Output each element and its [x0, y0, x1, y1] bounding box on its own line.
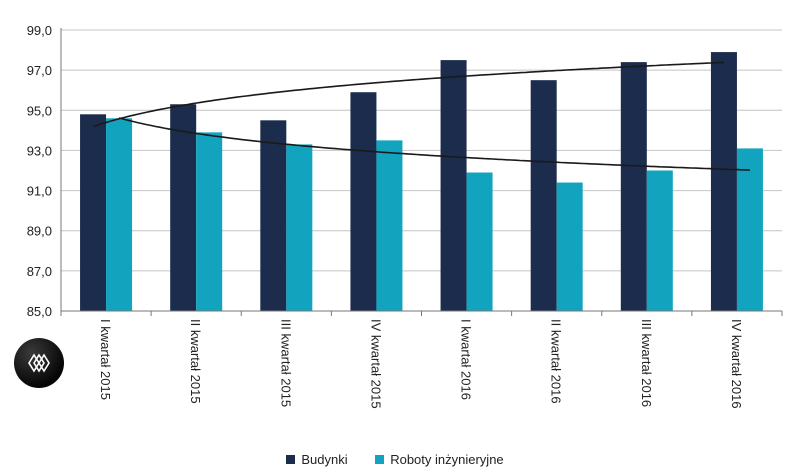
bar-roboty [736, 148, 763, 311]
bars [80, 52, 763, 311]
legend-item-roboty: Roboty inżynieryjne [375, 452, 504, 467]
legend-label-roboty: Roboty inżynieryjne [390, 452, 504, 467]
bar-roboty [106, 118, 133, 311]
legend: Budynki Roboty inżynieryjne [0, 452, 790, 467]
y-tick-label: 89,0 [27, 224, 52, 239]
bar-budynki [80, 114, 107, 311]
x-category-label: II kwartał 2015 [188, 319, 203, 404]
bar-budynki [350, 92, 377, 311]
bar-roboty [286, 144, 313, 311]
bar-roboty [376, 140, 403, 311]
grid-lines [61, 29, 782, 312]
y-tick-label: 91,0 [27, 184, 52, 199]
x-category-label: III kwartał 2016 [639, 319, 654, 407]
x-category-label: I kwartał 2015 [98, 319, 113, 400]
legend-label-budynki: Budynki [301, 452, 348, 467]
x-category-label: III kwartał 2015 [278, 319, 293, 407]
x-axis-categories: I kwartał 2015 II kwartał 2015 III kwartał… [98, 319, 744, 409]
bar-budynki [530, 80, 557, 311]
y-tick-label: 85,0 [27, 304, 52, 319]
logo-icon [14, 338, 64, 388]
bar-budynki [170, 104, 197, 311]
trendline-roboty [118, 117, 750, 171]
bar-roboty [466, 172, 493, 311]
legend-swatch-roboty [375, 455, 385, 464]
y-tick-label: 95,0 [27, 103, 52, 118]
y-tick-label: 99,0 [27, 23, 52, 38]
legend-item-budynki: Budynki [286, 452, 348, 467]
x-category-label: I kwartał 2016 [459, 319, 474, 400]
y-tick-label: 97,0 [27, 63, 52, 78]
bar-roboty [196, 132, 223, 311]
bar-budynki [440, 60, 467, 311]
legend-swatch-budynki [286, 455, 296, 464]
bar-roboty [556, 182, 583, 311]
bar-budynki [620, 62, 647, 311]
x-category-label: IV kwartał 2016 [729, 319, 744, 409]
axes [60, 28, 783, 316]
trendline-budynki [92, 61, 724, 128]
x-category-label: II kwartał 2016 [549, 319, 564, 404]
y-axis-ticks: 85,0 87,0 89,0 91,0 93,0 95,0 97,0 99,0 [27, 23, 52, 319]
trendlines [92, 61, 750, 171]
bar-roboty [646, 170, 673, 311]
bar-budynki [260, 120, 287, 311]
y-tick-label: 87,0 [27, 264, 52, 279]
x-category-label: IV kwartał 2015 [368, 319, 383, 409]
bar-budynki [710, 52, 737, 311]
y-tick-label: 93,0 [27, 143, 52, 158]
